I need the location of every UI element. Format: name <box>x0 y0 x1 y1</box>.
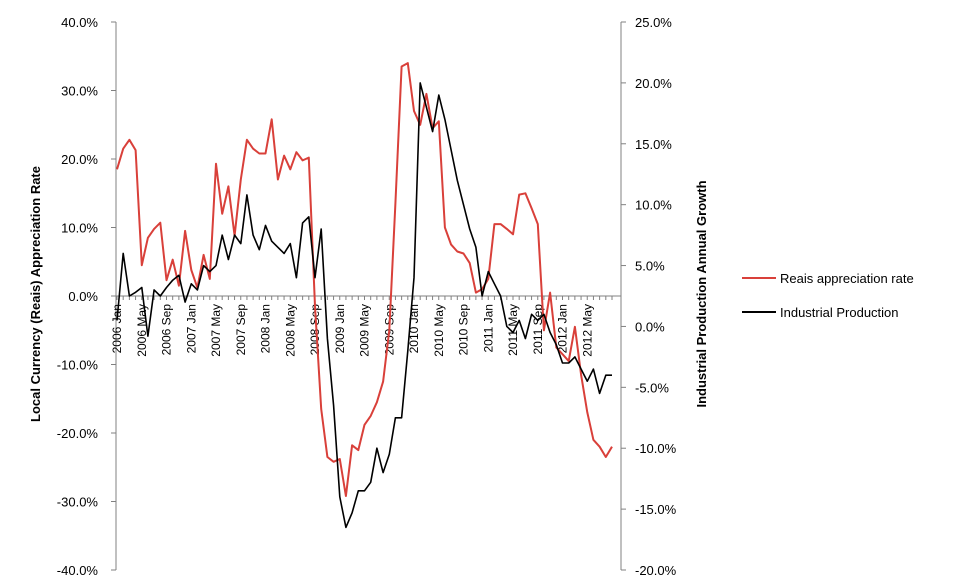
y2-tick-label: 25.0% <box>635 15 672 30</box>
y2-tick-label: -20.0% <box>635 563 677 578</box>
y2-tick-label: 20.0% <box>635 76 672 91</box>
y2-tick-label: 10.0% <box>635 198 672 213</box>
y2-tick-label: -10.0% <box>635 441 677 456</box>
y-tick-label: 30.0% <box>61 84 98 99</box>
y2-tick-label: -15.0% <box>635 502 677 517</box>
x-tick-label: 2012 Jan <box>556 304 570 353</box>
x-tick-label: 2007 May <box>209 304 223 357</box>
y-tick-label: 0.0% <box>68 289 98 304</box>
x-tick-labels: 2006 Jan 2006 May 2006 Sep 2007 Jan 2007 May… <box>110 304 594 357</box>
y-tick-label: 20.0% <box>61 152 98 167</box>
x-tick-label: 2008 May <box>283 304 297 357</box>
x-tick-label: 2006 Jan <box>110 304 124 353</box>
x-tick-label: 2006 Sep <box>160 304 174 356</box>
y-tick-label: -30.0% <box>57 495 99 510</box>
x-tick-label: 2011 May <box>506 304 520 356</box>
y2-tick-labels: 25.0% 20.0% 15.0% 10.0% 5.0% 0.0% -5.0% -10.0% -… <box>635 15 677 578</box>
x-tick-label: 2009 Jan <box>333 304 347 353</box>
y-tick-label: 10.0% <box>61 221 98 236</box>
x-tick-label: 2010 May <box>432 304 446 357</box>
x-tick-label: 2010 Sep <box>457 304 471 356</box>
x-tick-label: 2007 Sep <box>234 304 248 356</box>
y-tick-label: -20.0% <box>57 426 99 441</box>
y2-axis-title: Industrial Production Annual Growth <box>694 180 709 407</box>
y-tick-labels: 40.0% 30.0% 20.0% 10.0% 0.0% -10.0% -20.0% -30.… <box>57 15 99 578</box>
y-tick-label: 40.0% <box>61 15 98 30</box>
y-axis-title: Local Currency (Reais) Appreciation Rate <box>28 166 43 422</box>
series-line-reais <box>116 62 613 497</box>
x-tick-label: 2009 May <box>358 304 372 357</box>
series-line-industrial <box>116 82 612 529</box>
y2-tick-label: 5.0% <box>635 259 665 274</box>
series-layer <box>116 62 613 529</box>
legend-label-reais: Reais appreciation rate <box>780 271 914 286</box>
axes-layer <box>111 21 626 571</box>
y2-tick-label: 0.0% <box>635 319 665 334</box>
y2-tick-label: 15.0% <box>635 137 672 152</box>
x-tick-label: 2012 May <box>580 304 594 357</box>
legend-label-industrial: Industrial Production <box>780 305 899 320</box>
x-tick-label: 2007 Jan <box>184 304 198 353</box>
x-tick-label: 2011 Jan <box>481 304 495 353</box>
legend: Reais appreciation rate Industrial Produ… <box>742 271 914 320</box>
y2-tick-label: -5.0% <box>635 380 669 395</box>
x-tick-label: 2008 Sep <box>308 304 322 356</box>
y-tick-label: -10.0% <box>57 358 99 373</box>
x-tick-label: 2008 Jan <box>259 304 273 353</box>
y-tick-label: -40.0% <box>57 563 99 578</box>
